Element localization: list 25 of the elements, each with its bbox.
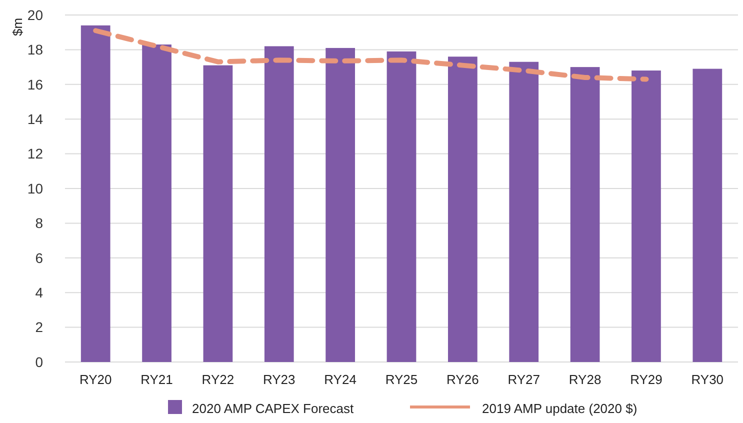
y-tick-label: 6 [35, 250, 44, 266]
y-tick-label: 12 [27, 146, 44, 162]
y-tick-label: 0 [35, 354, 44, 370]
y-tick-label: 10 [27, 180, 44, 196]
legend-label: 2019 AMP update (2020 $) [482, 401, 638, 416]
y-tick-label: 2 [35, 319, 44, 336]
legend-label: 2020 AMP CAPEX Forecast [192, 401, 354, 416]
x-tick-label: RY30 [691, 372, 724, 387]
x-tick-label: RY23 [262, 372, 296, 387]
y-tick-label: 18 [27, 42, 44, 58]
y-tick-label: 14 [27, 111, 44, 127]
y-tick-label: 16 [27, 76, 44, 92]
y-tick-label: 20 [27, 6, 44, 23]
x-tick-label: RY26 [446, 372, 479, 387]
x-tick-label: RY21 [140, 372, 173, 387]
x-tick-label: RY28 [568, 372, 602, 387]
x-tick-label: RY27 [508, 372, 540, 387]
x-tick-label: RY20 [79, 372, 112, 387]
y-tick-label: 4 [35, 284, 44, 300]
y-axis-title: $m [10, 18, 25, 36]
x-tick-label: RY29 [630, 372, 662, 387]
x-tick-label: RY22 [202, 372, 234, 387]
x-tick-label: RY25 [385, 372, 418, 387]
x-tick-label: RY24 [324, 372, 356, 387]
y-tick-label: 8 [35, 215, 44, 232]
